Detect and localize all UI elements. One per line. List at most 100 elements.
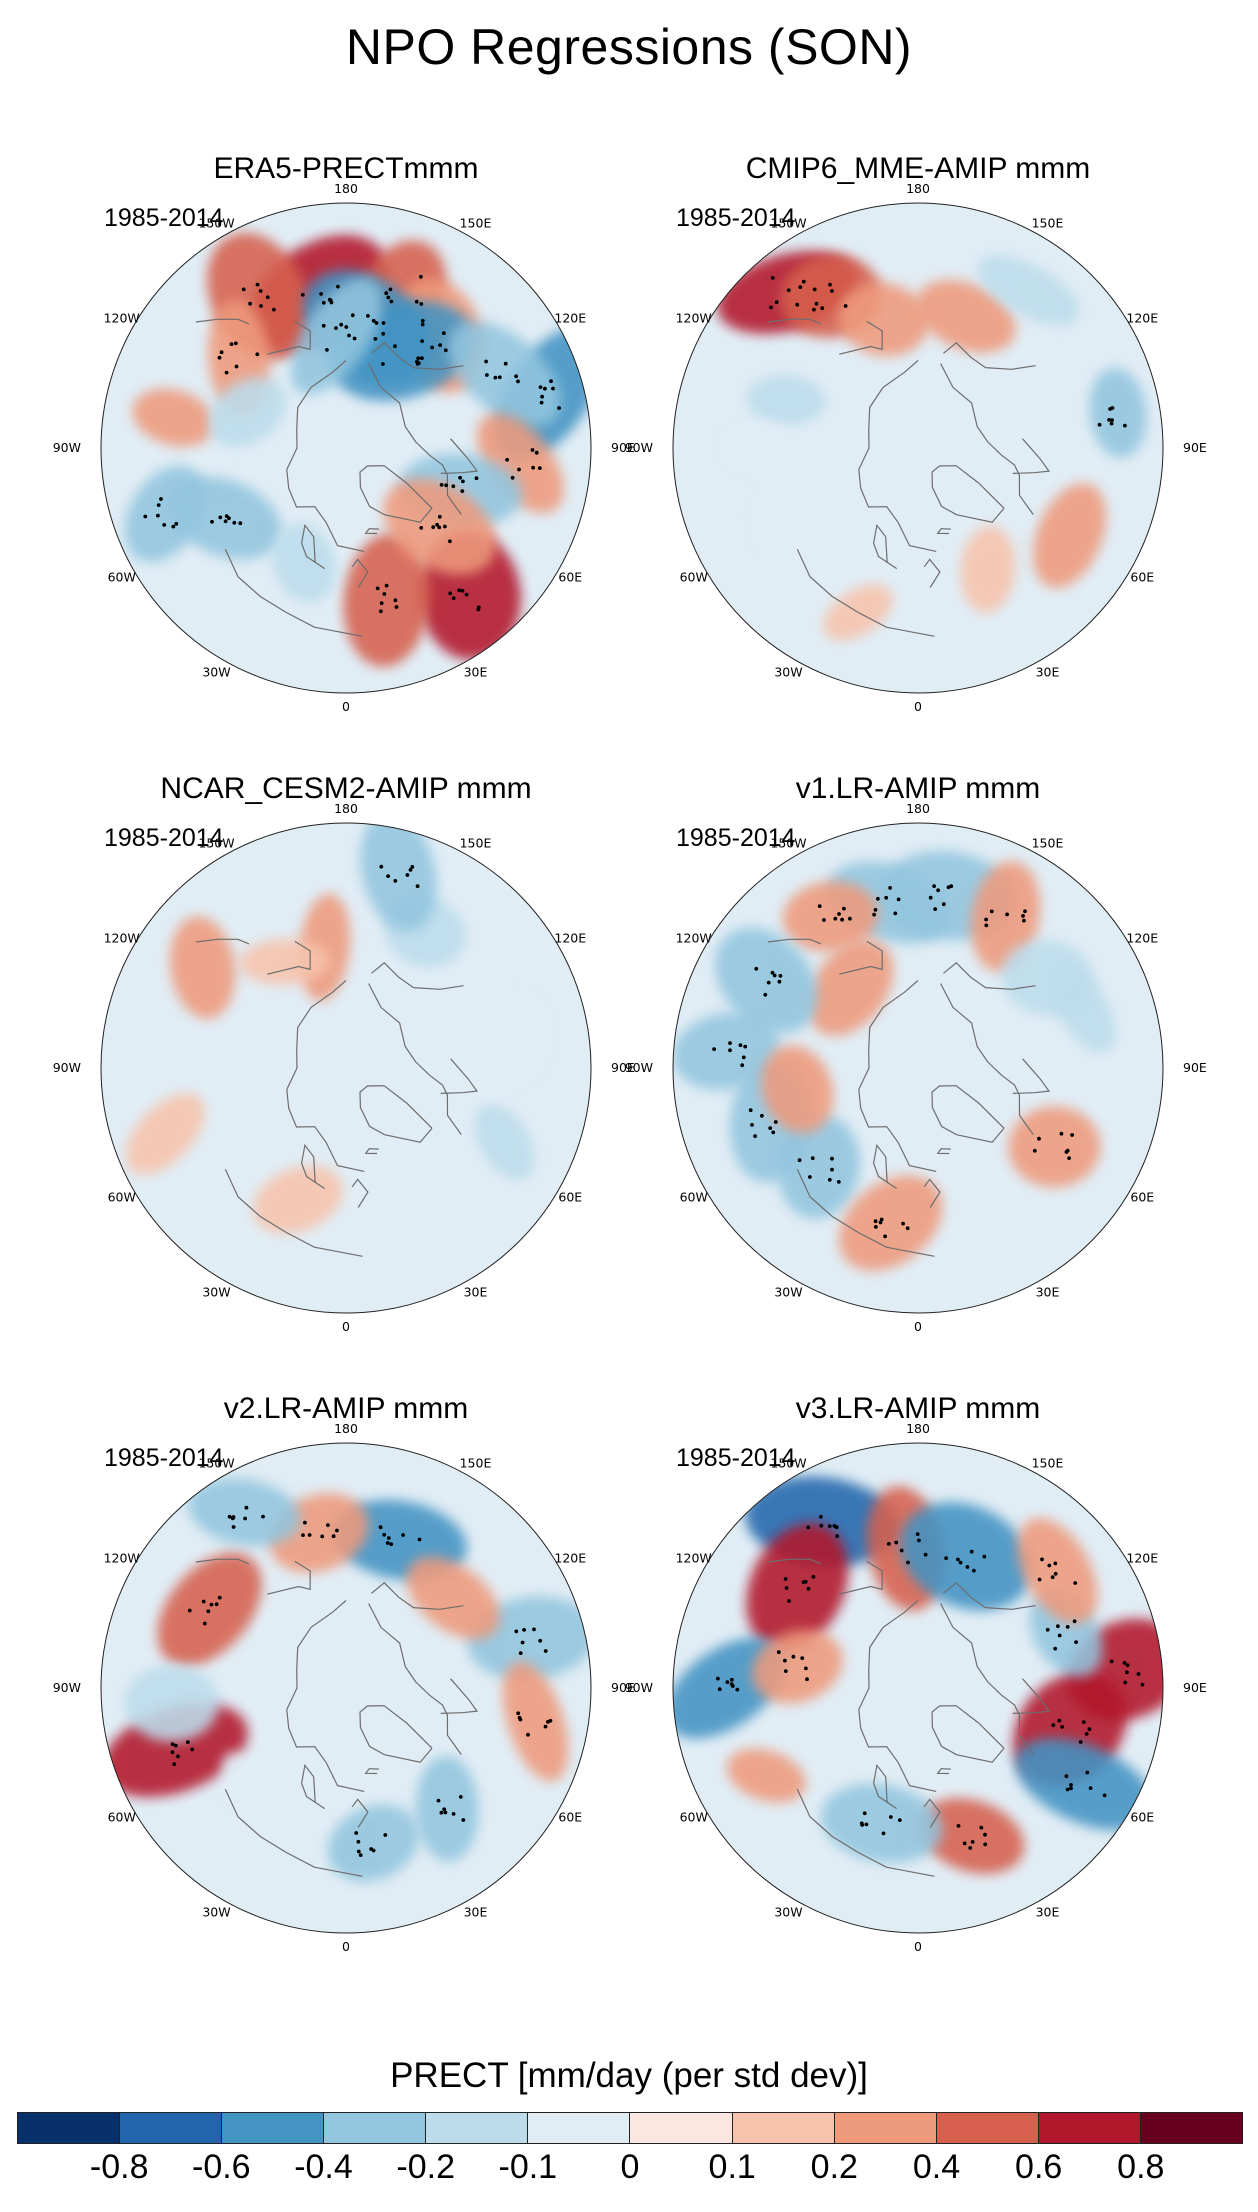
significance-dot [1102,1793,1107,1798]
colorbar-box [629,2112,732,2144]
significance-dot [540,394,544,399]
significance-dot [174,521,179,526]
significance-dot [444,483,448,488]
anomaly-region [124,1664,220,1742]
significance-dot [339,322,344,327]
longitude-label: 30E [1036,664,1060,679]
significance-dot [303,1520,307,1525]
significance-dot [1065,1787,1070,1792]
coastline [195,1558,250,1565]
significance-dot [442,1807,447,1812]
significance-dot [219,350,224,355]
significance-dot [832,1524,837,1528]
anomaly-region [448,321,561,427]
longitude-label: 150E [1032,836,1064,851]
significance-dot [206,1609,211,1614]
significance-dot [1040,1557,1044,1562]
significance-dot [516,379,520,384]
significance-dot [837,912,841,916]
coastline [872,1763,898,1810]
significance-dot [210,519,214,524]
polar-map: 180 150E 120E 90E 60E 30E 0 30W 60W 90W 120W 150W [53,181,635,714]
anomaly-field [125,823,548,1257]
anomaly-region [502,1661,569,1782]
significance-dot [797,1158,802,1163]
longitude-label: 120W [676,1551,712,1566]
panel-period: 1985-2014 [676,204,796,232]
significance-dot [1078,1740,1083,1744]
significance-dot [173,1743,178,1748]
significance-dot [241,287,246,292]
coastline [371,341,464,370]
significance-dot [1097,422,1102,427]
significance-dot [777,979,782,984]
significance-dot [458,475,462,480]
longitude-label: 180 [906,181,930,196]
coastline [440,1058,479,1094]
significance-dot [474,476,479,481]
significance-dot [415,884,420,889]
significance-dot [386,295,391,300]
significance-dot [379,601,384,606]
significance-dot [783,1669,788,1673]
coastline [224,548,363,637]
coastline [936,528,951,535]
anomaly-region [746,375,827,426]
panel-title: v3.LR-AMIP mmm [795,1392,1041,1425]
longitude-label: 0 [342,1319,350,1334]
significance-dot [417,1537,422,1542]
panel-period: 1985-2014 [104,1444,224,1472]
significance-dot [375,586,380,591]
significance-dot [806,1586,811,1591]
significance-dot [1136,1672,1141,1676]
polar-map: 180 150E 120E 90E 60E 30E 0 30W 60W 90W 120W 150W [625,801,1207,1334]
map-outline [100,202,592,694]
coastline [931,1085,1005,1143]
significance-dot [989,909,994,914]
longitude-label: 180 [906,1421,930,1436]
significance-dot [917,1538,921,1543]
significance-dot [336,284,340,289]
significance-dot [539,400,544,405]
longitude-label: 60E [1130,570,1154,585]
map-outline [100,1442,592,1934]
significance-dot [451,484,456,489]
longitude-label: 90E [1183,440,1207,455]
coastline [796,1788,935,1877]
significance-dot [827,1524,832,1528]
significance-dot [217,355,222,360]
anomaly-region [820,1783,943,1863]
significance-dot [301,1533,305,1537]
panel-v3-lr: v3.LR-AMIP mmm 1985-2014 180 150E 120E 90E 6… [625,1392,1207,1954]
coastline [371,961,464,990]
longitude-label: 60W [108,1810,136,1825]
significance-dot [819,1523,824,1528]
significance-dot [379,609,383,614]
significance-dot [448,539,452,544]
longitude-label: 60E [558,1810,582,1825]
polar-map: 180 150E 120E 90E 60E 30E 0 30W 60W 90W 120W 150W [53,801,635,1334]
anomaly-region [970,861,1041,972]
colorbar-tick-label: -0.6 [192,2148,251,2186]
significance-dot [384,291,389,296]
anomaly-region [1089,367,1147,458]
longitude-label: 120E [1126,1551,1158,1566]
significance-dot [800,1656,805,1660]
significance-dot [728,1048,732,1053]
significance-dot [836,1180,841,1184]
anomaly-region [360,823,437,932]
significance-dot [872,912,876,917]
significance-dot [347,333,351,338]
coastline [858,1600,937,1792]
significance-dot [1005,912,1009,917]
significance-dot [878,1220,883,1225]
significance-dot [817,904,822,908]
longitude-label: 120W [104,931,140,946]
significance-dot [830,1156,834,1161]
significance-dot [439,1810,444,1815]
significance-dot [965,1565,970,1569]
significance-dot [410,865,415,869]
polar-map: 180 150E 120E 90E 60E 30E 0 30W 60W 90W 120W 150W [53,1421,635,1954]
longitude-label: 0 [914,699,922,714]
significance-dot [1065,1625,1070,1629]
